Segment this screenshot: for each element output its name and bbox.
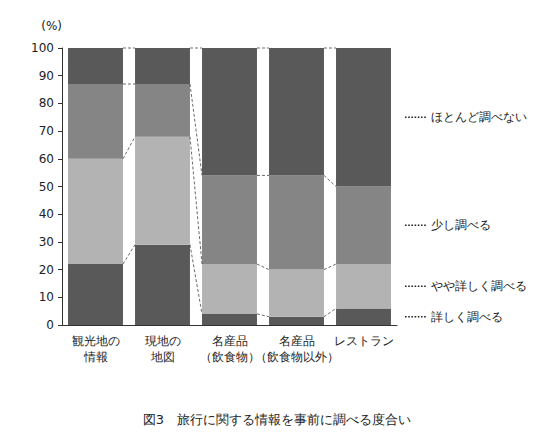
svg-text:0: 0 <box>46 318 54 332</box>
svg-text:20: 20 <box>39 263 54 277</box>
svg-text:少し調べる: 少し調べる <box>431 218 491 232</box>
svg-text:10: 10 <box>39 290 54 304</box>
svg-text:現地の: 現地の <box>145 334 181 348</box>
svg-text:名産品: 名産品 <box>212 334 248 348</box>
svg-text:観光地の: 観光地の <box>72 334 120 348</box>
svg-text:やや詳しく調べる: やや詳しく調べる <box>431 279 527 293</box>
svg-text:100: 100 <box>31 41 54 55</box>
svg-text:50: 50 <box>39 180 54 194</box>
svg-text:(%): (%) <box>41 19 62 33</box>
svg-text:60: 60 <box>39 152 54 166</box>
svg-text:情報: 情報 <box>83 350 108 364</box>
svg-text:ほとんど調べない: ほとんど調べない <box>431 110 527 124</box>
svg-text:図3 旅行に関する情報を事前に調べる度合い: 図3 旅行に関する情報を事前に調べる度合い <box>143 412 411 427</box>
svg-text:詳しく調べる: 詳しく調べる <box>431 310 503 324</box>
svg-text:名産品: 名産品 <box>279 334 315 348</box>
svg-text:レストラン: レストラン <box>334 334 394 348</box>
svg-text:40: 40 <box>39 207 54 221</box>
svg-text:地図: 地図 <box>150 350 175 364</box>
svg-text:（飲食物）: （飲食物） <box>200 350 260 364</box>
svg-text:90: 90 <box>39 69 54 83</box>
svg-text:80: 80 <box>39 96 54 110</box>
svg-text:（飲食物以外）: （飲食物以外） <box>255 350 339 364</box>
svg-text:70: 70 <box>39 124 54 138</box>
svg-text:30: 30 <box>39 235 54 249</box>
